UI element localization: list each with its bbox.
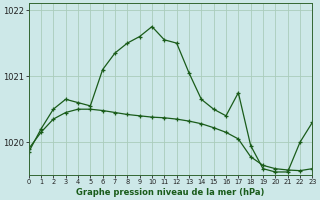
X-axis label: Graphe pression niveau de la mer (hPa): Graphe pression niveau de la mer (hPa): [76, 188, 265, 197]
